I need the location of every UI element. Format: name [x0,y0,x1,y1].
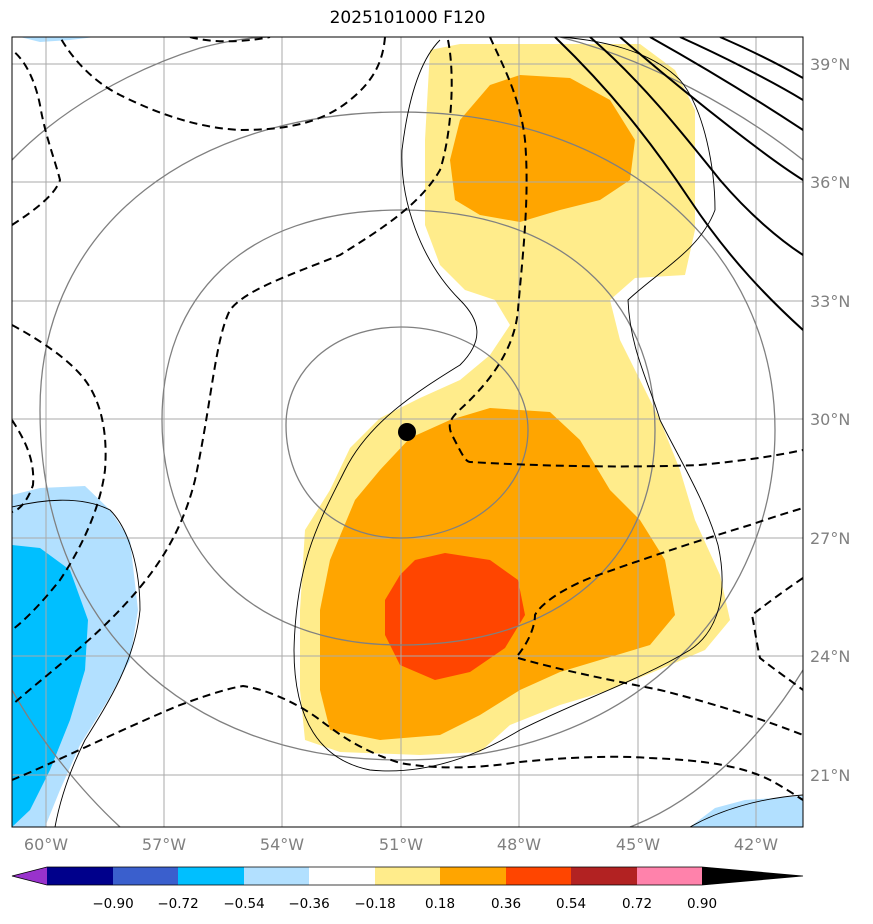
colorbar-label: −0.72 [157,896,198,912]
colorbar-outline [11,866,804,886]
colorbar-seg [702,867,803,885]
gridlines [12,37,803,827]
fill-pos-054 [385,553,525,680]
map-plot-area [12,37,803,827]
gray-contours [12,37,803,827]
colorbar-label: −0.36 [288,896,329,912]
colorbar-label: 0.72 [622,896,652,912]
colorbar-label: 0.36 [491,896,521,912]
lon-label: 45°W [616,835,660,854]
lat-label: 27°N [810,529,850,548]
colorbar-seg [178,867,244,885]
lat-label: 21°N [810,766,850,785]
colorbar-seg [571,867,637,885]
map-title: 2025101000 F120 [329,8,486,28]
lon-label: 57°W [142,835,186,854]
lat-tick-labels: 39°N 36°N 33°N 30°N 27°N 24°N 21°N [810,55,850,785]
lat-label: 30°N [810,410,850,429]
colorbar-seg [113,867,178,885]
colorbar-label: 0.90 [687,896,717,912]
colorbar [11,866,804,886]
lon-tick-labels: 60°W 57°W 54°W 51°W 48°W 45°W 42°W [24,835,778,854]
lon-label: 51°W [379,835,423,854]
colorbar-seg [440,867,506,885]
lat-label: 39°N [810,55,850,74]
fill-pos-036-north [450,75,635,222]
fill-neg-018-ne [20,37,95,42]
colorbar-label: −0.18 [354,896,395,912]
thin-black-contours [12,37,803,827]
lon-label: 60°W [24,835,68,854]
lat-label: 33°N [810,292,850,311]
colorbar-seg [12,867,47,885]
colorbar-seg [506,867,571,885]
colorbar-label: 0.18 [425,896,455,912]
lon-label: 48°W [497,835,541,854]
colorbar-seg [47,867,113,885]
fill-neg-036 [12,545,88,827]
colorbar-label: 0.54 [556,896,586,912]
lat-label: 24°N [810,647,850,666]
colorbar-label: −0.54 [223,896,264,912]
colorbar-seg [309,867,375,885]
map-frame [11,36,804,828]
filled-contours [12,37,803,827]
lon-label: 54°W [260,835,304,854]
colorbar-label: −0.90 [92,896,133,912]
colorbar-labels: −0.90 −0.72 −0.54 −0.36 −0.18 0.18 0.36 … [92,896,717,912]
colorbar-seg [244,867,309,885]
colorbar-seg [637,867,702,885]
lon-label: 42°W [734,835,778,854]
dashed-contours [12,37,803,801]
storm-center-marker[interactable] [398,423,416,441]
lat-label: 36°N [810,173,850,192]
fill-neg-018-se [690,796,803,827]
colorbar-seg [375,867,440,885]
thick-black-solid [554,37,803,331]
